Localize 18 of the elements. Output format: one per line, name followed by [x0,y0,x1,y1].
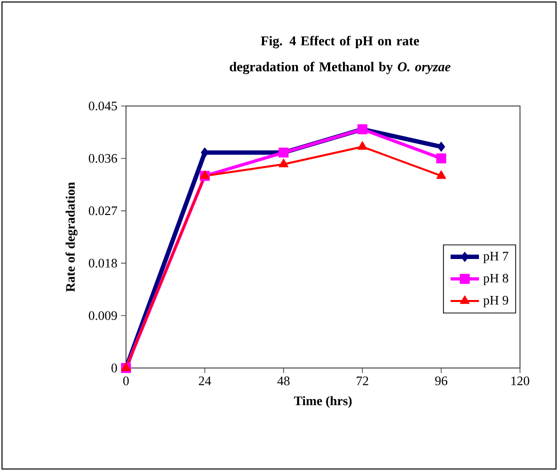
y-tick-label: 0 [112,364,117,372]
x-tick-label: 0 [123,376,129,386]
chart-title: Fig. 4 Effect of pH on rate degradation of Methanol by O. oryzae [230,36,450,74]
x-tick-label: 48 [277,376,290,386]
y-axis-title: Rate of degradation [66,182,78,292]
x-tick-label: 24 [198,376,212,386]
x-tick-label: 72 [356,376,368,386]
y-tick-label: 0.036 [88,154,118,163]
y-tick-label: 0.018 [88,258,117,268]
x-tick-label: 120 [511,376,530,386]
y-tick-label: 0.027 [88,206,118,216]
legend-label: pH 8 [483,274,508,286]
x-tick-label: 96 [435,376,448,386]
x-axis-title: Time (hrs) [294,396,352,408]
legend-label: pH 7 [483,252,508,264]
y-tick-label: 0.009 [88,311,117,320]
legend-label: pH 9 [483,296,508,308]
y-tick-label: 0.045 [88,102,117,110]
